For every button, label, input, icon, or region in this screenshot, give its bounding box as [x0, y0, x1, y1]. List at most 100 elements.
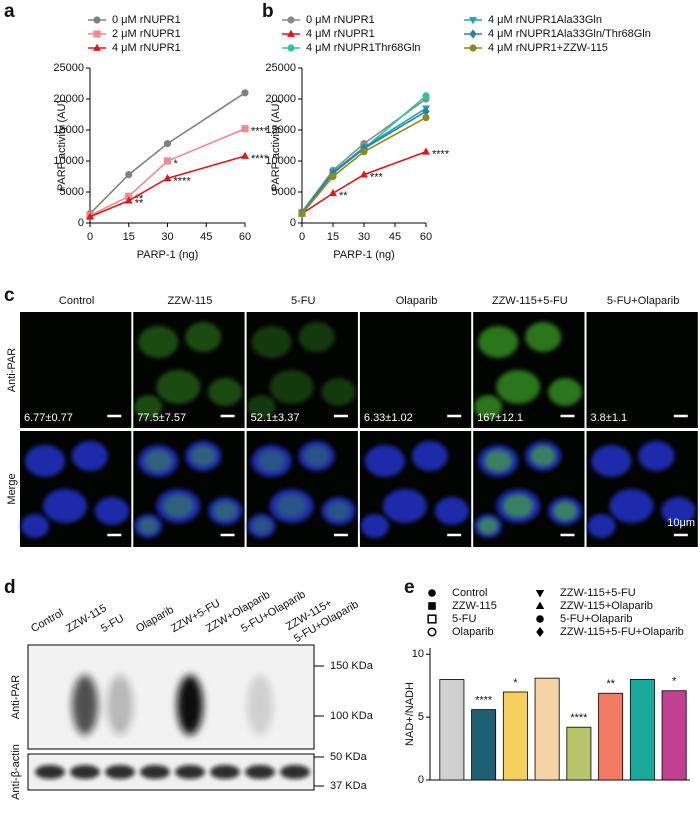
quantification: 3.8±1.1: [591, 412, 628, 424]
image-bg: [359, 312, 472, 428]
quantification: 52.1±3.37: [251, 412, 300, 424]
x-tick-label: 30: [161, 231, 173, 243]
panel-label: b: [262, 1, 274, 22]
data-point: [241, 89, 249, 97]
significance: *: [174, 158, 179, 170]
y-tick-label: 10000: [265, 155, 296, 167]
x-tick-label: 15: [327, 231, 339, 243]
column-title: 5-FU+Olaparib: [607, 295, 679, 307]
par-signal: [496, 370, 541, 404]
column-title: Olaparib: [396, 295, 438, 307]
legend-marker: [536, 615, 544, 623]
par-signal: [251, 517, 272, 535]
series-line: [301, 116, 427, 215]
micrograph: [586, 312, 698, 428]
legend-marker: [536, 627, 544, 637]
par-signal: [298, 322, 335, 352]
significance: **: [339, 190, 348, 202]
par-signal: [247, 395, 276, 419]
legend-label: ZZW-115+5-FU: [560, 587, 636, 599]
legend-label: 0 μM rNUPR1: [112, 14, 181, 26]
panel-label: e: [404, 577, 415, 598]
actin-band: [105, 765, 135, 779]
legend-marker: [93, 30, 101, 38]
micrograph: [133, 431, 245, 547]
actin-band: [280, 765, 310, 779]
par-signal: [269, 370, 314, 404]
significance: *: [513, 677, 518, 689]
par-signal: [548, 378, 583, 406]
legend-label: 4 μM rNUPR1: [112, 42, 181, 54]
legend-label: 5-FU: [452, 613, 477, 625]
x-tick-label: 0: [87, 231, 93, 243]
data-point: [422, 114, 430, 122]
legend-label: ZZW-115+Olaparib: [560, 600, 653, 612]
row-label: Merge: [6, 473, 18, 504]
legend-marker: [287, 44, 295, 52]
par-signal: [478, 517, 499, 535]
legend-label: 4 μM rNUPR1Thr68Gln: [306, 42, 421, 54]
legend-marker: [469, 29, 477, 39]
par-signal: [530, 445, 556, 467]
quantification: 77.5±7.57: [137, 412, 186, 424]
micrograph: [359, 431, 472, 547]
par-signal: [144, 449, 173, 473]
par-signal: [321, 378, 356, 406]
nucleus: [382, 489, 427, 523]
nucleus: [609, 489, 654, 523]
significance: *: [672, 676, 677, 688]
row-label: Anti-PAR: [10, 675, 22, 719]
row-label: Anti-PAR: [6, 348, 18, 392]
nucleus: [591, 445, 632, 477]
y-tick-label: 0: [290, 217, 296, 229]
micrograph: [20, 312, 132, 428]
legend-marker: [93, 16, 101, 24]
panel-label: d: [4, 577, 16, 598]
y-tick-label: 0: [78, 217, 84, 229]
series-line: [301, 98, 427, 213]
legend-label: ZZW-115: [452, 600, 497, 612]
x-tick-label: 15: [123, 231, 135, 243]
par-signal: [138, 326, 179, 358]
bar: [502, 691, 528, 781]
significance: **: [606, 678, 615, 690]
significance: **: [135, 193, 144, 205]
nucleus: [21, 514, 49, 538]
legend-marker: [427, 627, 437, 637]
significance: ****: [251, 153, 269, 165]
legend-label: 0 μM rNUPR1: [306, 14, 375, 26]
legend-label: 5-FU+Olaparib: [560, 613, 632, 625]
par-signal: [134, 395, 163, 419]
data-point: [422, 106, 430, 117]
par-signal: [156, 370, 201, 404]
legend-label: 4 μM rNUPR1+ZZW-115: [488, 42, 608, 54]
blot-smear: [107, 675, 133, 735]
par-signal: [502, 494, 534, 518]
micrograph: [473, 431, 585, 547]
nucleus: [360, 514, 389, 538]
x-tick-label: 30: [358, 231, 370, 243]
y-tick-label: 5: [418, 711, 424, 723]
size-marker: 37 KDa: [330, 780, 368, 792]
legend-label: 2 μM rNUPR1: [112, 28, 181, 40]
lane-label: Control: [29, 607, 66, 635]
bar: [439, 679, 465, 781]
blot-smear: [247, 675, 273, 735]
actin-band: [210, 765, 240, 779]
legend-marker: [428, 602, 436, 610]
data-point: [163, 174, 172, 182]
y-axis-label: PARP activity (AU): [270, 100, 282, 191]
blot-smear: [72, 675, 98, 735]
column-title: ZZW-115: [168, 295, 213, 307]
bar: [471, 709, 497, 781]
par-signal: [326, 501, 351, 521]
par-signal: [190, 445, 216, 467]
data-point: [125, 192, 133, 200]
actin-band: [140, 765, 170, 779]
series-line: [89, 128, 246, 217]
legend-marker: [93, 43, 101, 51]
size-marker: 50 KDa: [330, 751, 368, 763]
nucleus: [411, 441, 448, 471]
legend-label: 4 μM rNUPR1: [306, 28, 375, 40]
size-marker: 100 KDa: [330, 710, 374, 722]
